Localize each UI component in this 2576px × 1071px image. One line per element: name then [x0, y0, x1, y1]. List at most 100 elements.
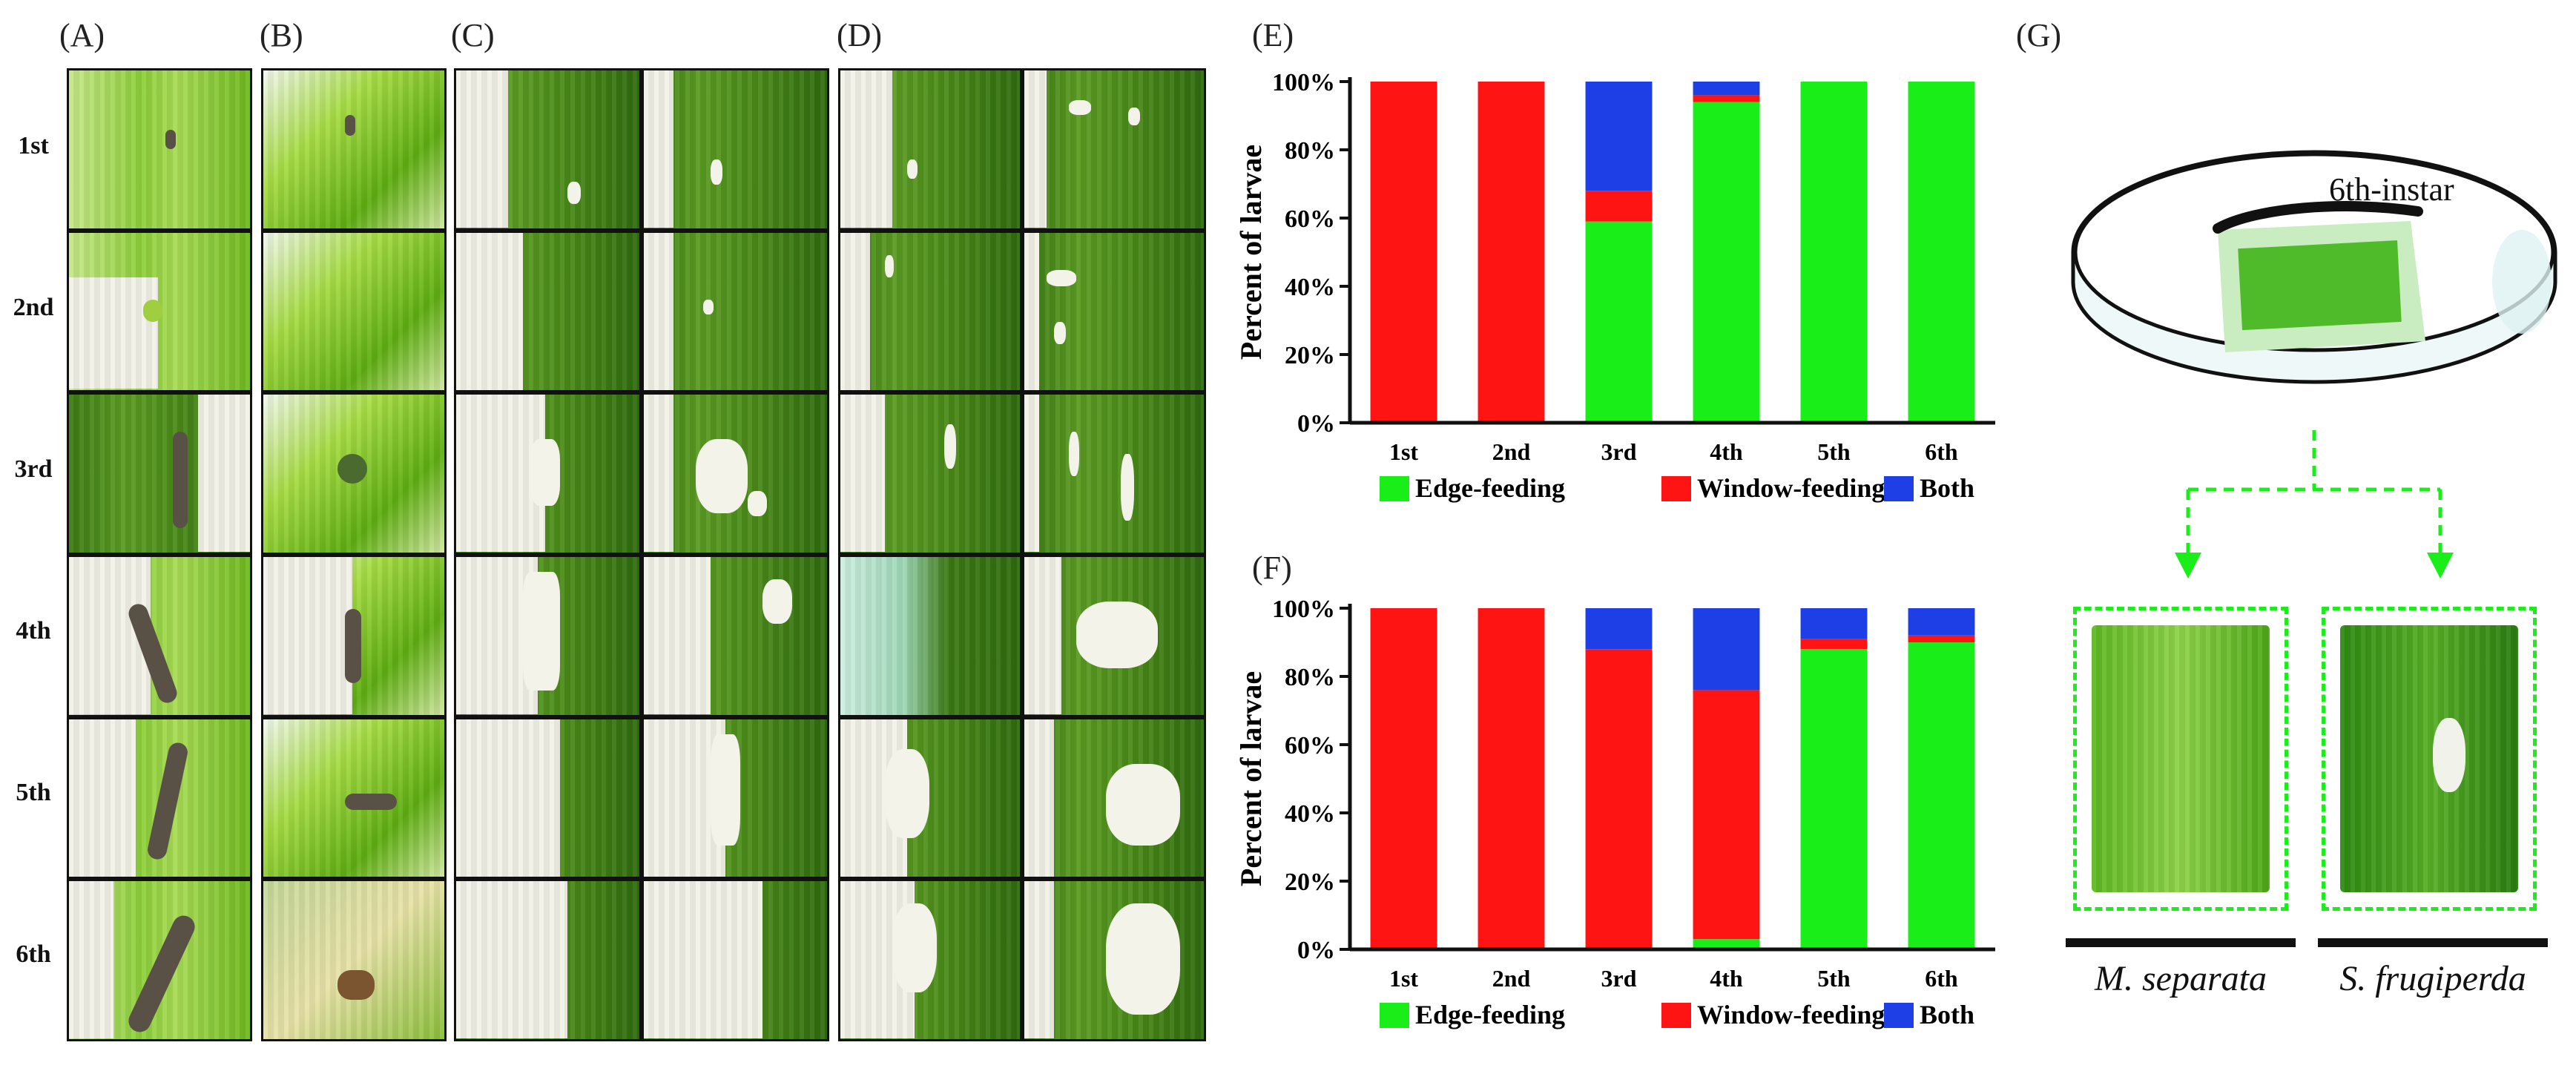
photo-c-3rd-b — [644, 395, 827, 553]
row-label-1st: 1st — [18, 132, 49, 159]
panel-label-a: (A) — [59, 17, 105, 53]
legend-label-e-2: Both — [1920, 473, 1974, 503]
chart-f: Percent of larvae 0% 20% 40% 60% 80% 100% 1st 2n… — [1234, 596, 1995, 1029]
species-label-s-frugiperda: S. frugiperda — [2339, 959, 2526, 998]
legend-swatch-f-0 — [1380, 1003, 1409, 1028]
photo-grid-a — [67, 68, 252, 1041]
row-label-2nd: 2nd — [13, 294, 54, 321]
photo-d-3rd-b — [1024, 395, 1204, 553]
bar-f-6th-edge-feeding — [1908, 642, 1975, 949]
bar-e-4th-both — [1693, 82, 1760, 96]
bar-f-4th-edge-feeding — [1693, 939, 1760, 949]
legend-label-f-1: Window-feeding — [1697, 1000, 1885, 1029]
x-tick-label-e-3: 4th — [1710, 438, 1743, 465]
y-tick-label-e-1: 20% — [1285, 342, 1335, 369]
bar-e-1st-window-feeding — [1370, 82, 1437, 423]
x-tick-label-e-2: 3rd — [1601, 438, 1637, 465]
y-tick-label-f-2: 40% — [1285, 800, 1335, 828]
chart-e: Percent of larvae 0% 20% 40% 60% 80% 100% 1st 2n… — [1234, 69, 1995, 503]
photo-c-1st-b — [644, 70, 827, 228]
bar-e-3rd-edge-feeding — [1585, 221, 1653, 423]
photo-d-2nd-b — [1024, 232, 1204, 391]
y-tick-label-e-3: 60% — [1285, 205, 1335, 233]
photo-a-5th — [69, 719, 250, 877]
y-tick-label-e-0: 0% — [1297, 410, 1335, 438]
photo-b-6th — [263, 881, 444, 1039]
leaf-inner — [2238, 240, 2402, 331]
y-tick-label-f-1: 20% — [1285, 869, 1335, 896]
photo-a-1st — [69, 70, 250, 228]
panel-label-d: (D) — [837, 17, 883, 53]
arrow-left — [2175, 553, 2201, 579]
row-label-6th: 6th — [16, 940, 51, 968]
x-tick-label-f-5: 6th — [1925, 965, 1958, 992]
panel-label-f: (F) — [1252, 550, 1292, 586]
legend-label-f-0: Edge-feeding — [1415, 1000, 1565, 1029]
photo-c-5th-b — [644, 719, 827, 877]
bar-e-3rd-window-feeding — [1585, 191, 1653, 222]
photo-b-3rd — [263, 395, 444, 553]
x-tick-label-f-3: 4th — [1710, 965, 1743, 992]
photo-d-5th-a — [840, 719, 1020, 877]
photo-b-1st — [263, 70, 444, 228]
bar-f-1st-window-feeding — [1370, 608, 1437, 949]
photo-d-3rd-a — [840, 395, 1020, 553]
photo-d-6th-a — [840, 881, 1020, 1039]
petri-dish-diagram: 6th-instar — [2071, 150, 2557, 579]
photo-c-2nd-a — [456, 232, 639, 391]
photo-b-4th — [263, 557, 444, 715]
bar-f-2nd-window-feeding — [1478, 608, 1545, 949]
photo-c-4th-b — [644, 557, 827, 715]
photo-b-5th — [263, 719, 444, 877]
photo-c-5th-a — [456, 719, 639, 877]
x-tick-label-f-1: 2nd — [1492, 965, 1531, 992]
y-tick-label-f-4: 80% — [1285, 664, 1335, 691]
larva-6th-instar — [2213, 201, 2423, 234]
photo-a-4th — [69, 557, 250, 715]
y-tick-label-f-0: 0% — [1297, 937, 1335, 964]
photo-grid-b — [261, 68, 447, 1041]
bar-f-3rd-both — [1585, 608, 1653, 650]
bar-f-5th-both — [1800, 608, 1868, 639]
bar-e-5th-edge-feeding — [1800, 82, 1868, 423]
scale-bar-right — [2318, 938, 2548, 947]
y-tick-label-f-5: 100% — [1272, 596, 1335, 623]
panel-label-b: (B) — [260, 17, 303, 53]
panel-label-e: (E) — [1252, 17, 1294, 53]
y-axis-label-e: Percent of larvae — [1234, 145, 1268, 360]
y-tick-label-e-5: 100% — [1272, 69, 1335, 96]
photo-grid-d — [838, 68, 1206, 1041]
photo-c-1st-a — [456, 70, 639, 228]
photo-d-4th-a — [840, 557, 1020, 715]
bar-f-5th-edge-feeding — [1800, 649, 1868, 949]
scale-bar-left — [2066, 938, 2296, 947]
legend-swatch-f-1 — [1661, 1003, 1691, 1028]
bar-f-6th-window-feeding — [1908, 635, 1975, 642]
photo-b-2nd — [263, 232, 444, 391]
sample-s-frugiperda — [2322, 607, 2537, 911]
row-label-5th: 5th — [16, 779, 51, 806]
arrow-right — [2427, 553, 2454, 579]
bar-e-4th-edge-feeding — [1693, 102, 1760, 423]
photo-a-2nd — [69, 232, 250, 391]
photo-c-6th-a — [456, 881, 639, 1039]
species-label-m-separata: M. separata — [2095, 959, 2267, 998]
legend-swatch-e-1 — [1661, 476, 1691, 501]
photo-a-3rd — [69, 395, 250, 553]
x-tick-label-f-2: 3rd — [1601, 965, 1637, 992]
legend-label-e-0: Edge-feeding — [1415, 473, 1565, 503]
photo-d-6th-b — [1024, 881, 1204, 1039]
bar-f-4th-both — [1693, 608, 1760, 691]
legend-swatch-e-0 — [1380, 476, 1409, 501]
bar-f-3rd-window-feeding — [1585, 649, 1653, 949]
bar-f-6th-both — [1908, 608, 1975, 636]
photo-c-6th-b — [644, 881, 827, 1039]
instar-label: 6th-instar — [2329, 171, 2454, 208]
bar-e-6th-edge-feeding — [1908, 82, 1975, 423]
photo-d-2nd-a — [840, 232, 1020, 391]
y-tick-label-f-3: 60% — [1285, 732, 1335, 759]
bar-e-2nd-window-feeding — [1478, 82, 1545, 423]
row-label-3rd: 3rd — [14, 455, 53, 483]
legend-label-f-2: Both — [1920, 1000, 1974, 1029]
x-tick-label-e-4: 5th — [1817, 438, 1851, 465]
